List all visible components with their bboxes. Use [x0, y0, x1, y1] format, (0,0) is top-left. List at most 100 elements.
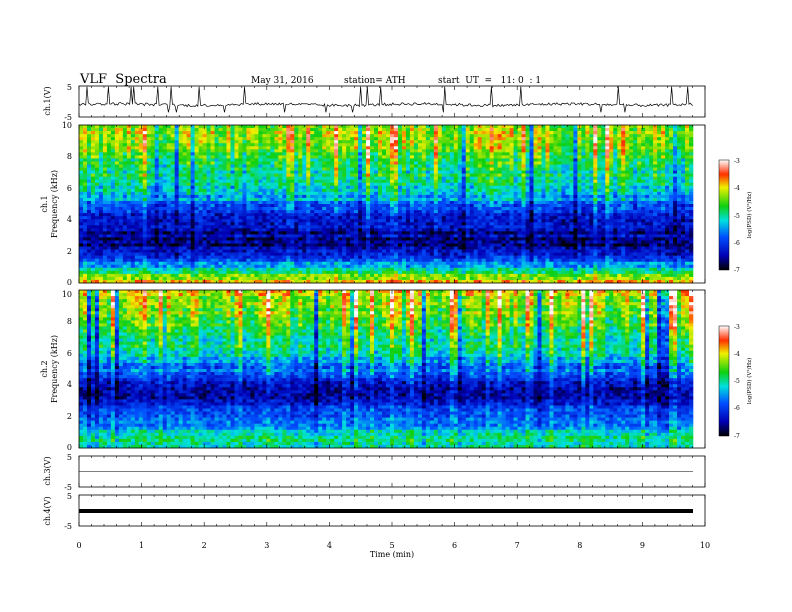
spectrogram-cell: [86, 231, 92, 235]
spectrogram-cell: [178, 273, 183, 278]
spectrogram-cell: [449, 155, 455, 159]
spectrogram-cell: [106, 161, 112, 165]
spectrogram-cell: [306, 222, 311, 226]
spectrogram-cell: [170, 131, 175, 135]
spectrogram-cell: [198, 225, 203, 229]
spectrogram-cell: [82, 176, 88, 180]
spectrogram-cell: [354, 164, 359, 168]
spectrogram-cell: [79, 234, 84, 238]
spectrogram-cell: [234, 225, 239, 229]
spectrogram-cell: [178, 197, 183, 202]
spectrogram-cell: [326, 234, 331, 238]
spectrogram-cell: [79, 207, 84, 211]
spectrogram-cell: [433, 164, 439, 168]
spectrogram-cell: [453, 279, 459, 284]
spectrogram-cell: [393, 185, 399, 190]
spectrogram-cell: [146, 167, 152, 171]
spectrogram-cell: [242, 228, 247, 232]
spectrogram-cell: [405, 216, 411, 220]
spectrogram-cell: [166, 128, 171, 132]
spectrogram-cell: [314, 276, 319, 281]
spectrogram-cell: [386, 219, 391, 223]
spectrogram-cell: [433, 158, 439, 162]
spectrogram-cell: [162, 264, 168, 269]
spectrogram-cell: [334, 140, 339, 144]
spectrogram-cell: [401, 152, 407, 156]
spectrogram-cell: [314, 188, 319, 193]
spectrogram-cell: [306, 207, 311, 211]
spectrogram-cell: [150, 152, 156, 156]
spectrogram-cell: [326, 161, 331, 165]
spectrogram-cell: [130, 170, 136, 174]
spectrogram-cell: [290, 219, 295, 223]
spectrogram-cell: [238, 155, 243, 159]
spectrogram-cell: [393, 207, 399, 211]
spectrogram-cell: [374, 134, 379, 138]
spectrogram-cell: [250, 273, 255, 278]
spectrogram-cell: [338, 182, 343, 187]
spectrogram-cell: [445, 231, 451, 235]
spectrogram-cell: [138, 276, 144, 281]
spectrogram-cell: [150, 258, 156, 263]
spectrogram-cell: [90, 176, 96, 180]
spectrogram-cell: [342, 270, 347, 275]
spectrogram-cell: [154, 225, 160, 229]
spectrogram-cell: [174, 164, 179, 168]
spectrogram-cell: [258, 273, 263, 278]
spectrogram-cell: [138, 252, 144, 256]
spectrogram-cell: [326, 167, 331, 171]
spectrogram-cell: [386, 276, 391, 281]
spectrogram-cell: [409, 264, 415, 269]
spectrogram-cell: [445, 131, 451, 135]
spectrogram-cell: [214, 267, 219, 272]
spectrogram-cell: [358, 200, 363, 205]
spectrogram-cell: [282, 149, 287, 153]
spectrogram-cell: [409, 149, 415, 153]
spectrogram-cell: [401, 231, 407, 235]
spectrogram-cell: [346, 125, 351, 129]
spectrogram-cell: [226, 261, 231, 266]
spectrogram-cell: [278, 125, 283, 129]
spectrogram-cell: [170, 197, 175, 202]
spectrogram-cell: [290, 279, 295, 284]
spectrogram-cell: [242, 125, 247, 129]
spectrogram-cell: [254, 131, 259, 135]
spectrogram-cell: [266, 155, 271, 159]
spectrogram-cell: [266, 188, 271, 193]
spectrogram-cell: [250, 228, 255, 232]
spectrogram-cell: [90, 131, 96, 135]
spectrogram-cell: [302, 261, 307, 266]
spectrogram-cell: [186, 194, 191, 199]
spectrogram-cell: [282, 143, 287, 147]
spectrogram-cell: [342, 179, 347, 184]
spectrogram-cell: [397, 149, 403, 153]
spectrogram-cell: [346, 128, 351, 132]
spectrogram-cell: [118, 243, 124, 247]
spectrogram-cell: [374, 246, 379, 250]
spectrogram-cell: [362, 270, 367, 275]
spectrogram-cell: [409, 261, 415, 266]
spectrogram-cell: [274, 219, 279, 223]
spectrogram-cell: [429, 264, 435, 269]
spectrogram-cell: [98, 267, 104, 272]
spectrogram-cell: [79, 185, 84, 190]
spectrogram-cell: [362, 258, 367, 263]
spectrogram-cell: [366, 216, 371, 220]
spectrogram-cell: [258, 185, 263, 190]
spectrogram-cell: [206, 216, 211, 220]
spectrogram-cell: [378, 261, 383, 266]
spectrogram-cell: [186, 200, 191, 205]
spectrogram-cell: [397, 222, 403, 226]
spectrogram-cell: [206, 270, 211, 275]
spectrogram-cell: [334, 246, 339, 250]
spectrogram-cell: [302, 210, 307, 214]
spectrogram-cell: [338, 240, 343, 244]
spectrogram-cell: [334, 237, 339, 241]
spectrogram-cell: [282, 249, 287, 253]
spectrogram-cell: [190, 161, 195, 165]
spectrogram-cell: [298, 191, 303, 196]
spectrogram-cell: [314, 131, 319, 135]
spectrogram-cell: [421, 216, 427, 220]
spectrogram-cell: [122, 167, 128, 171]
spectrogram-cell: [270, 191, 275, 196]
